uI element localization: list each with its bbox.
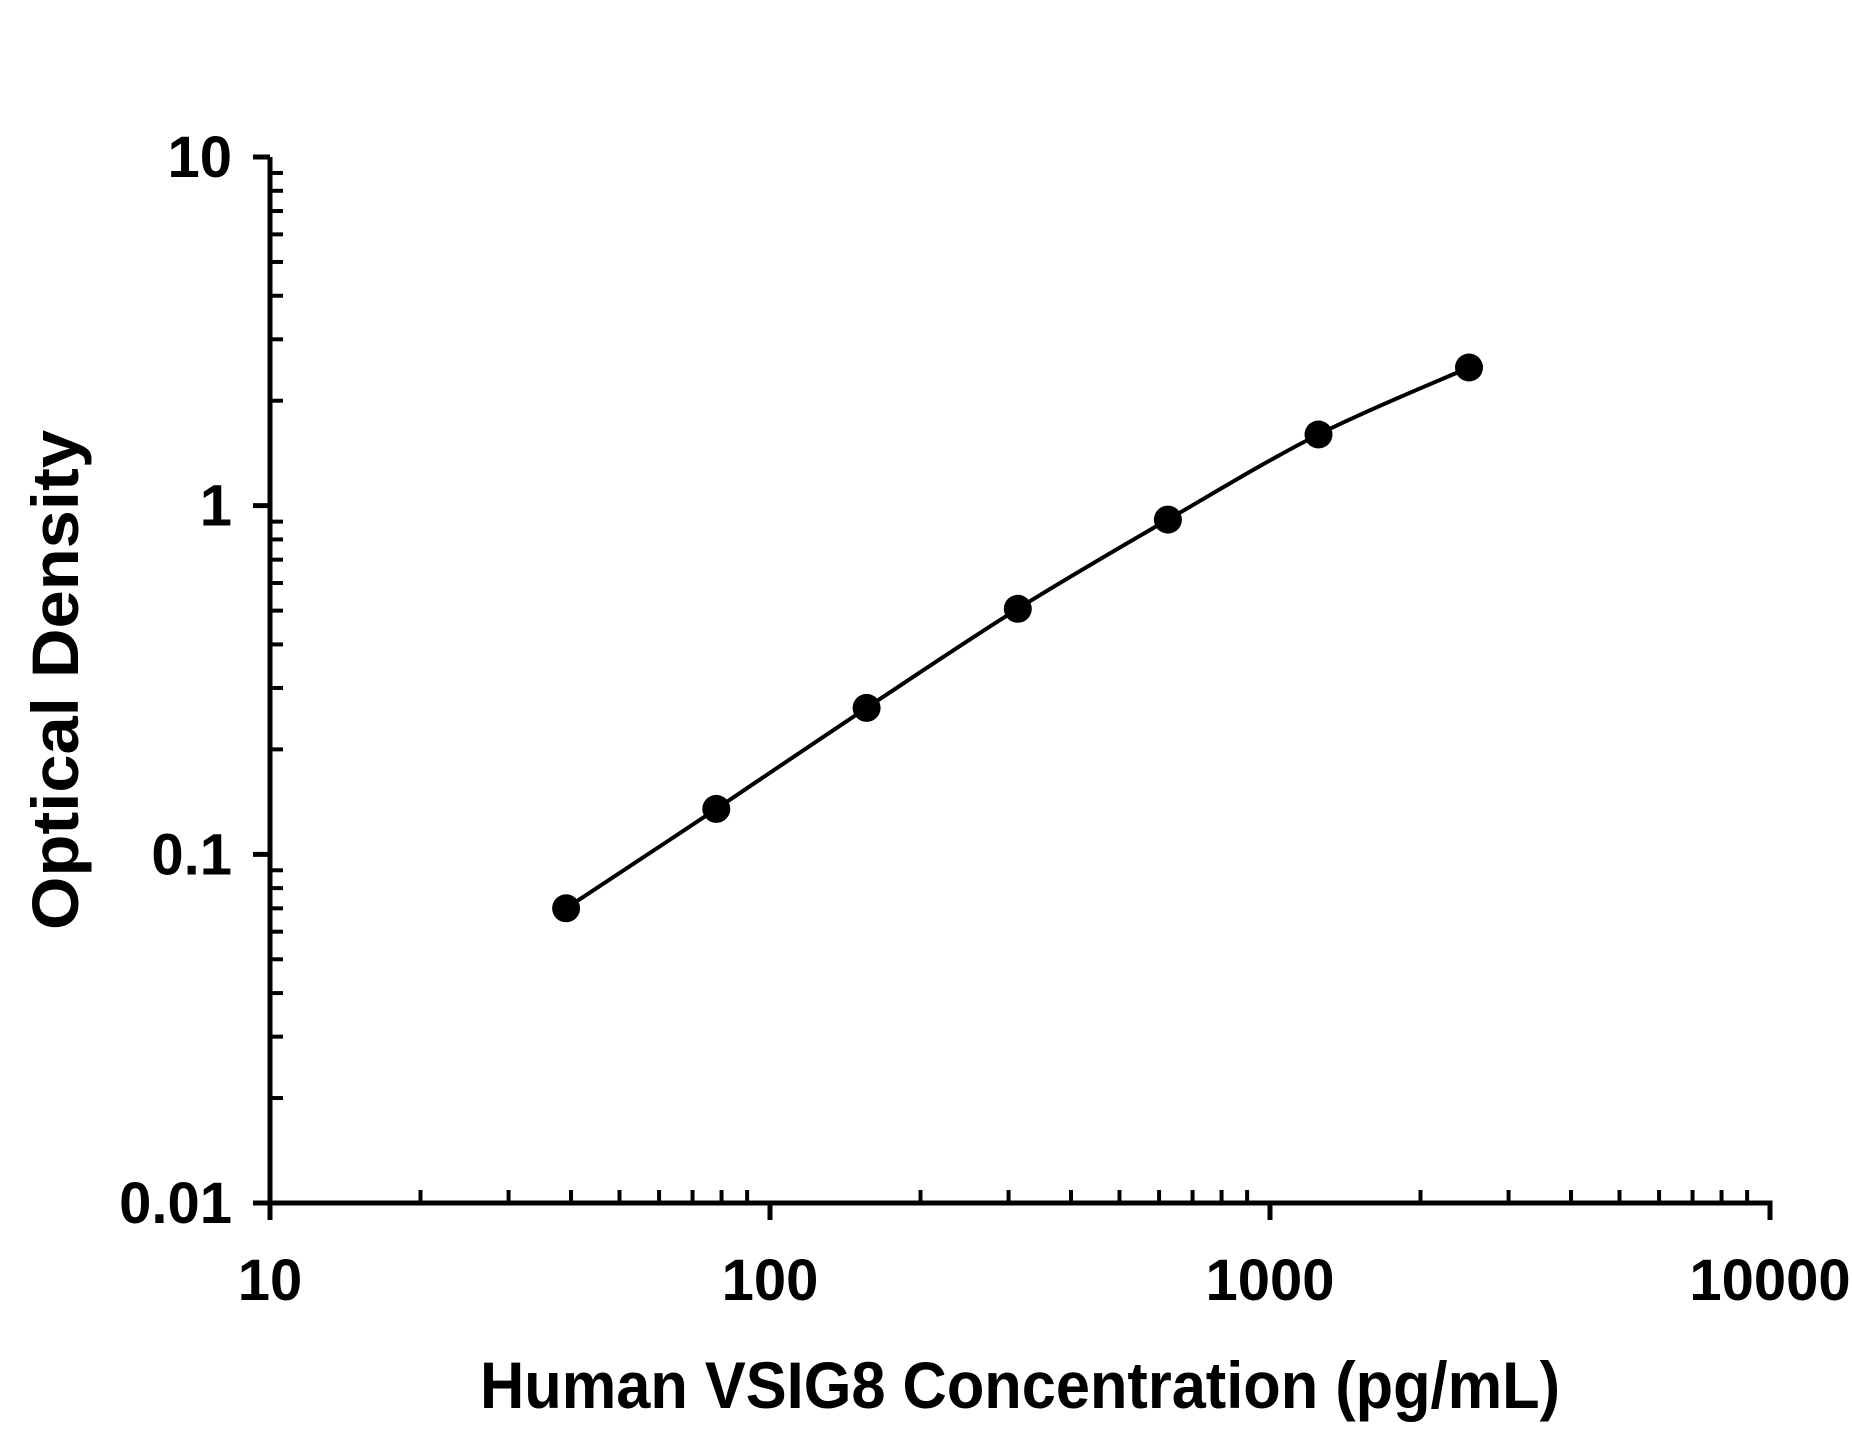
axes: [253, 157, 1773, 1220]
x-tick-label-10: 10: [238, 1248, 303, 1313]
y-tick-label-10: 10: [167, 125, 232, 190]
tick-labels: 10 100 1000 10000 0.01 0.1 1 10: [119, 125, 1851, 1313]
data-point-2: [702, 794, 731, 823]
data-point-1: [552, 894, 581, 923]
data-point-5: [1153, 505, 1182, 534]
y-tick-label-0.1: 0.1: [151, 822, 232, 887]
y-axis-title: Optical Density: [18, 430, 92, 930]
plot-area: [552, 353, 1483, 923]
data-point-4: [1003, 594, 1032, 623]
data-curve-standard-curve: [564, 365, 1470, 910]
y-tick-label-0.01: 0.01: [119, 1171, 232, 1236]
data-point-3: [852, 693, 881, 722]
y-tick-label-1: 1: [200, 474, 232, 539]
data-point-7: [1455, 353, 1483, 382]
data-point-6: [1304, 420, 1333, 449]
x-axis-title: Human VSIG8 Concentration (pg/mL): [480, 1348, 1560, 1422]
ticks: [253, 154, 1773, 1220]
x-tick-label-10000: 10000: [1689, 1248, 1850, 1313]
x-tick-label-1000: 1000: [1205, 1248, 1334, 1313]
x-tick-label-100: 100: [722, 1248, 819, 1313]
